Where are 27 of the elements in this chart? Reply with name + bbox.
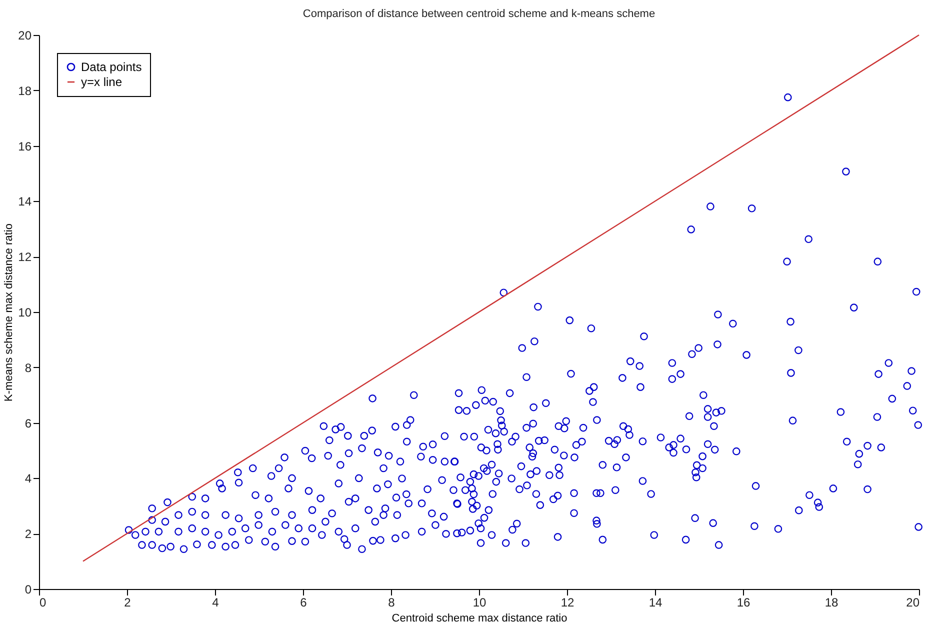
x-tick-label: 10 <box>472 596 486 610</box>
legend-label: Data points <box>81 60 142 74</box>
y-tick-label: 4 <box>24 472 32 486</box>
legend-label: y=x line <box>81 75 122 89</box>
x-tick-label: 2 <box>124 596 132 610</box>
y-tick-label: 8 <box>24 360 32 375</box>
y-tick-label: 18 <box>18 84 32 98</box>
x-tick-label: 12 <box>560 596 574 610</box>
x-tick-label: 8 <box>388 596 396 610</box>
y-tick-label: 2 <box>24 527 32 542</box>
y-tick-label: 16 <box>18 139 32 154</box>
x-tick-label: 20 <box>906 596 920 610</box>
y-tick-label: 10 <box>18 306 32 320</box>
y-tick-label: 6 <box>24 416 32 430</box>
y-tick-label: 0 <box>24 582 32 596</box>
x-tick-label: 4 <box>212 596 220 610</box>
x-tick-label: 16 <box>736 596 750 610</box>
y-tick-label: 14 <box>18 194 32 209</box>
x-tick-label: 6 <box>300 596 308 610</box>
y-tick-label: 20 <box>18 28 32 42</box>
y-tick-label: 12 <box>18 250 32 264</box>
x-tick-label: 0 <box>40 596 46 610</box>
y-axis-title: K-means scheme max distance ratio <box>3 224 16 402</box>
x-axis-title: Centroid scheme max distance ratio <box>392 612 568 623</box>
x-tick-label: 18 <box>824 596 838 610</box>
chart-title: Comparison of distance between centroid scheme and k-means scheme <box>302 8 656 20</box>
x-tick-label: 14 <box>648 596 662 610</box>
